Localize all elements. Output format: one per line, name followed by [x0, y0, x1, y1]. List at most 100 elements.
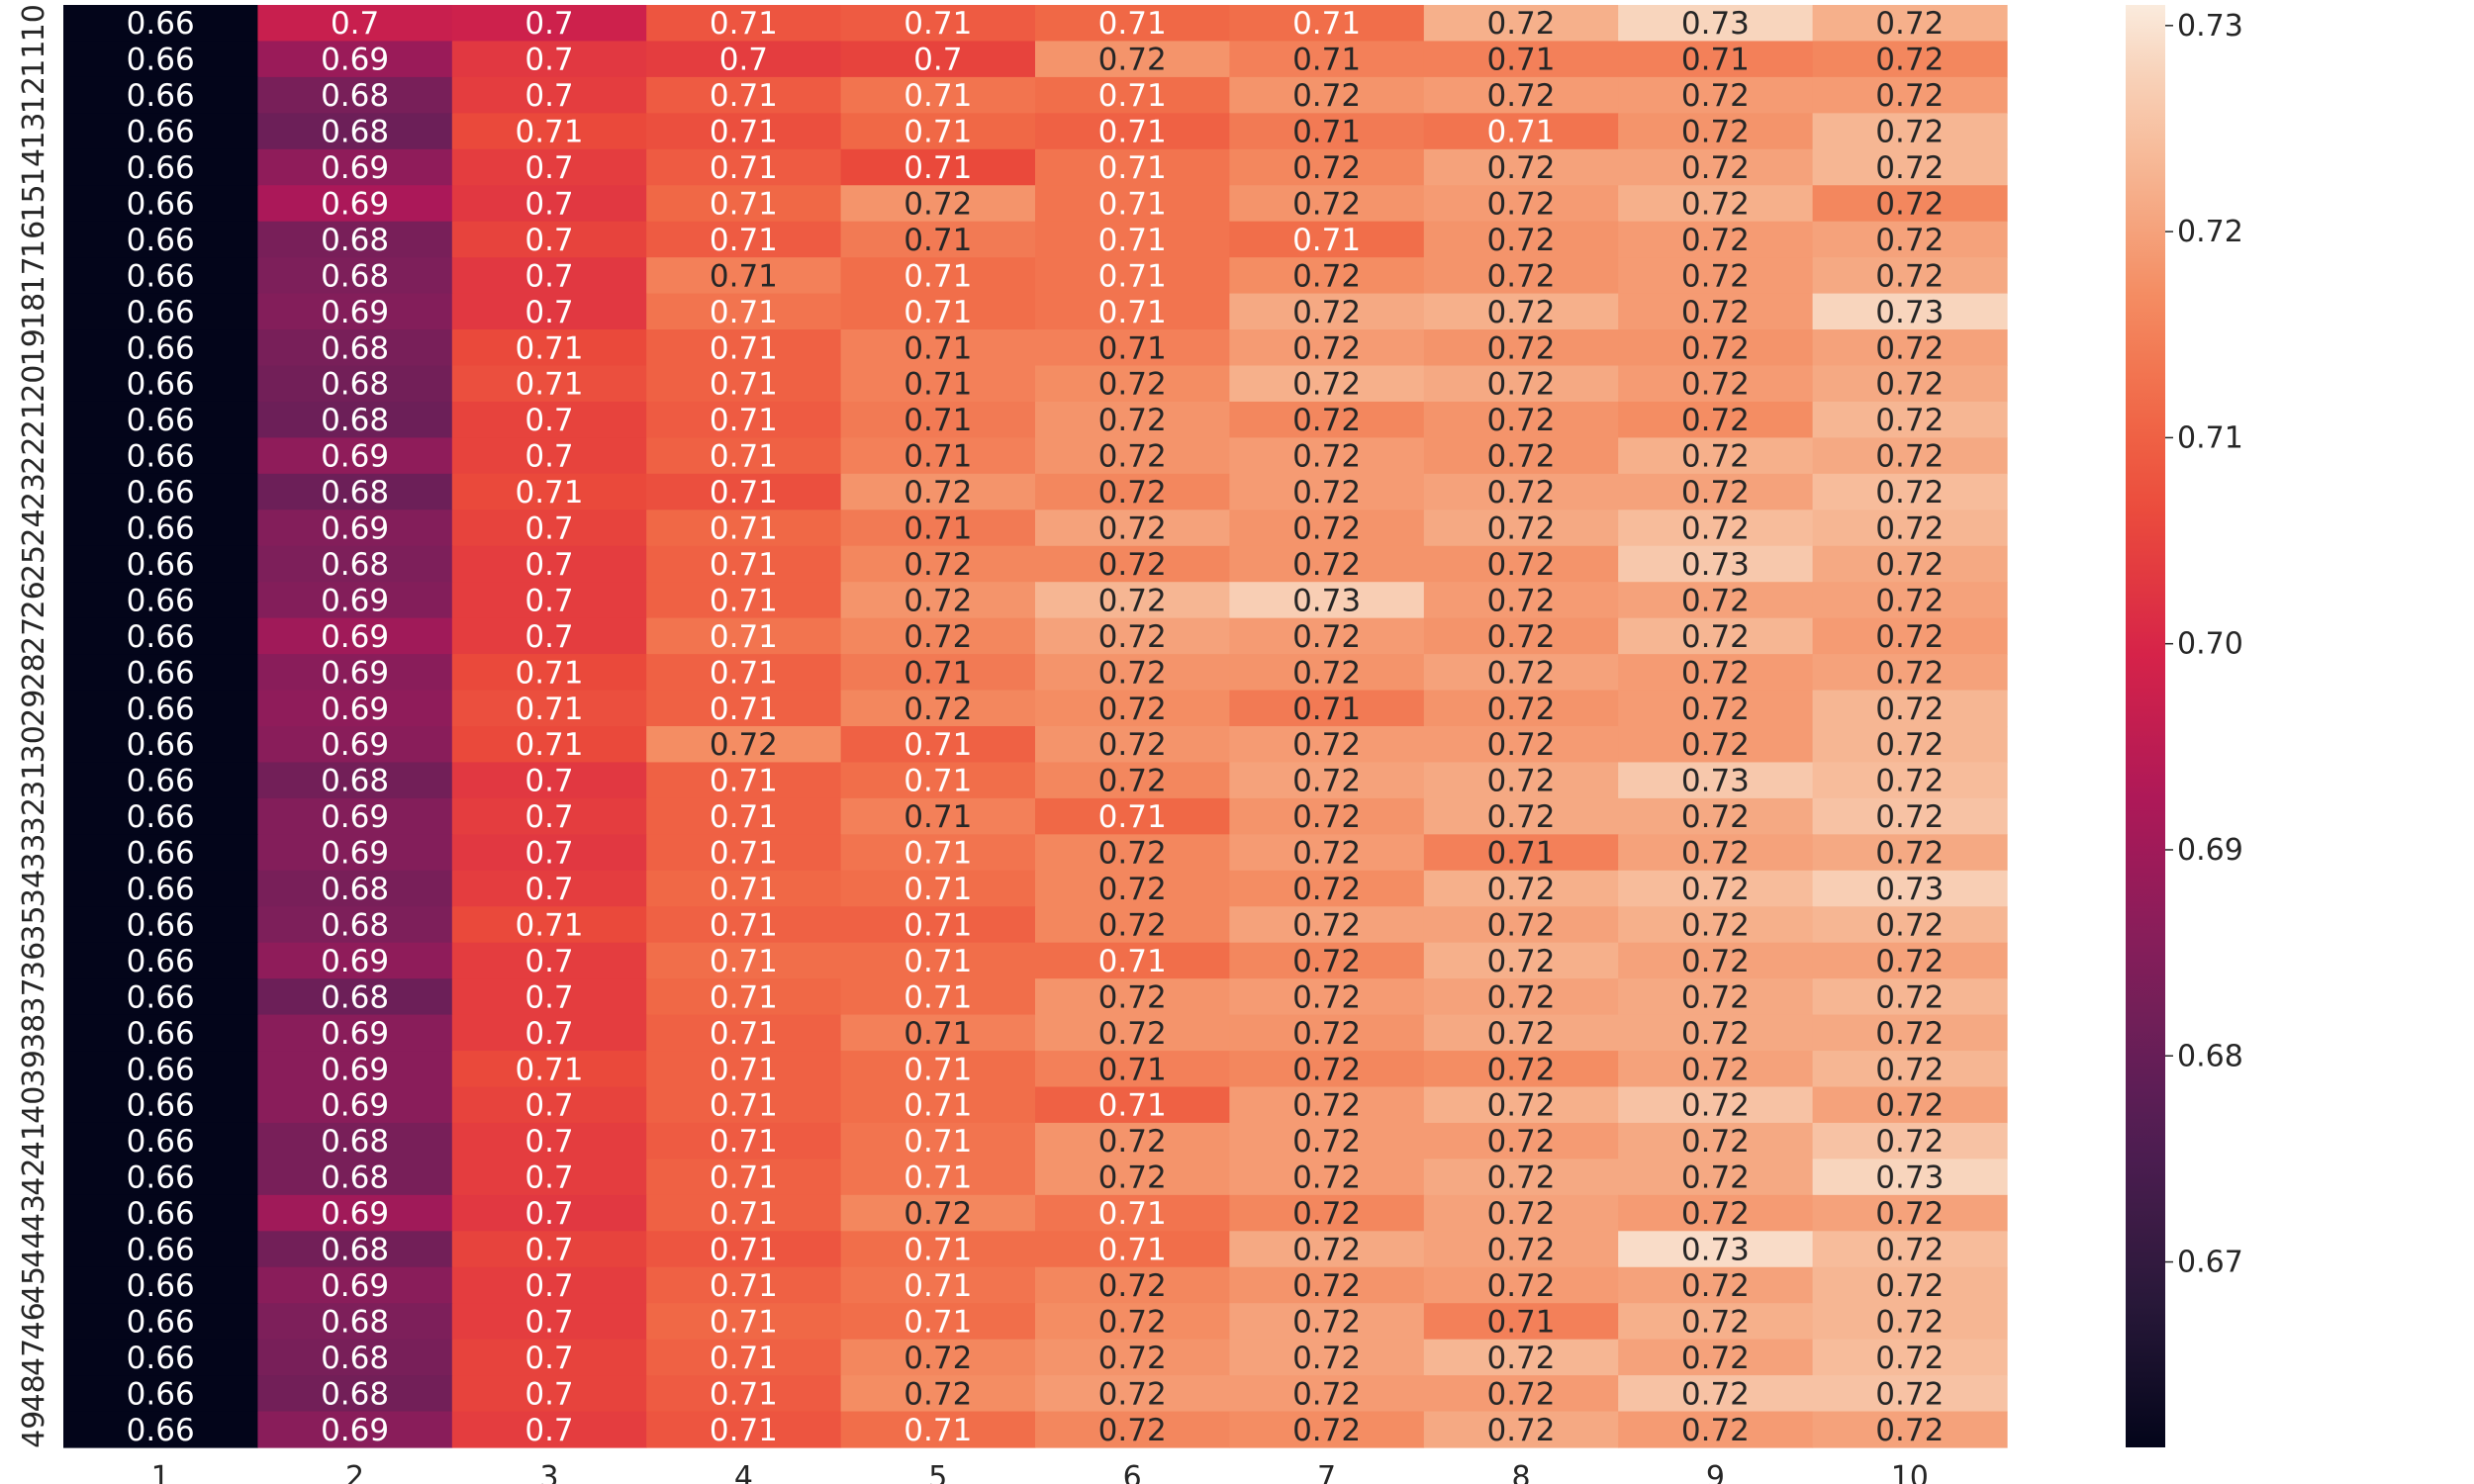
heatmap-cell	[1618, 437, 1814, 475]
heatmap-cell	[1035, 5, 1230, 43]
cell-value-label: 0.72	[1486, 258, 1555, 294]
cell-value-label: 0.72	[1486, 583, 1555, 618]
heatmap-cell	[63, 329, 258, 367]
cell-value-label: 0.71	[710, 403, 778, 438]
heatmap-cell	[1812, 545, 2008, 583]
cell-value-label: 0.72	[1681, 258, 1750, 294]
cell-value-label: 0.71	[710, 836, 778, 872]
cell-value-label: 0.69	[321, 583, 389, 618]
heatmap-cell	[1423, 1303, 1619, 1341]
cell-value-label: 0.72	[1098, 439, 1167, 475]
cell-value-label: 0.69	[321, 1016, 389, 1052]
cell-value-label: 0.71	[904, 836, 972, 872]
heatmap-cell	[63, 185, 258, 223]
heatmap-cell	[1035, 510, 1230, 547]
cell-value-label: 0.7	[524, 1016, 573, 1052]
cell-value-label: 0.69	[321, 727, 389, 763]
cell-value-label: 0.71	[710, 1124, 778, 1159]
cell-value-label: 0.71	[710, 1376, 778, 1412]
heatmap-cell	[1812, 762, 2008, 799]
cell-value-label: 0.71	[1098, 799, 1167, 835]
heatmap-cell	[1618, 1014, 1814, 1052]
heatmap-cell	[1423, 473, 1619, 510]
cell-value-label: 0.73	[1875, 1160, 1944, 1196]
cell-value-label: 0.72	[1292, 655, 1361, 691]
heatmap-cell	[1035, 1266, 1230, 1304]
heatmap-cell	[1618, 978, 1814, 1016]
heatmap-cell	[646, 834, 842, 872]
cell-value-label: 0.66	[127, 979, 195, 1015]
cell-value-label: 0.72	[1681, 1341, 1750, 1376]
heatmap-cell	[1035, 617, 1230, 655]
cell-value-label: 0.66	[127, 1160, 195, 1196]
heatmap-cell	[257, 76, 453, 114]
heatmap-cell	[840, 76, 1036, 114]
cell-value-label: 0.72	[1681, 692, 1750, 727]
cell-value-label: 0.71	[904, 1304, 972, 1340]
cell-value-label: 0.72	[1098, 836, 1167, 872]
cell-value-label: 0.7	[524, 872, 573, 907]
cell-value-label: 0.71	[1098, 330, 1167, 366]
cell-value-label: 0.71	[1292, 6, 1361, 42]
heatmap-cell	[646, 76, 842, 114]
y-tick-label: 20	[17, 365, 51, 403]
heatmap-cell	[1035, 1194, 1230, 1232]
heatmap-cell	[1812, 1303, 2008, 1341]
cell-value-label: 0.71	[1098, 1052, 1167, 1087]
cell-value-label: 0.66	[127, 1052, 195, 1087]
x-tick-label: 8	[1511, 1460, 1530, 1484]
heatmap-cell	[1812, 1051, 2008, 1088]
heatmap-cell	[63, 834, 258, 872]
heatmap-cell	[646, 41, 842, 78]
cell-value-label: 0.69	[321, 439, 389, 475]
cell-value-label: 0.72	[1486, 511, 1555, 547]
cell-value-label: 0.71	[710, 944, 778, 979]
cell-value-label: 0.71	[710, 78, 778, 114]
heatmap-cell	[840, 437, 1036, 475]
heatmap-cell	[1035, 762, 1230, 799]
heatmap-cell	[1035, 365, 1230, 403]
heatmap-cell	[1229, 582, 1425, 619]
heatmap-cell	[63, 726, 258, 764]
heatmap-cell	[257, 1051, 453, 1088]
heatmap-cell	[1618, 870, 1814, 907]
cell-value-label: 0.72	[1681, 1413, 1750, 1448]
cell-value-label: 0.72	[1098, 511, 1167, 547]
heatmap-cell	[63, 617, 258, 655]
cell-value-label: 0.71	[904, 979, 972, 1015]
heatmap-cell	[840, 1303, 1036, 1341]
x-tick-label: 4	[734, 1460, 753, 1484]
cell-value-label: 0.66	[127, 43, 195, 78]
cell-value-label: 0.72	[904, 1376, 972, 1412]
heatmap-cell	[1423, 329, 1619, 367]
cell-value-label: 0.73	[1875, 872, 1944, 907]
heatmap-cell	[1229, 510, 1425, 547]
heatmap-cell	[63, 1014, 258, 1052]
cell-value-label: 0.71	[710, 330, 778, 366]
cell-value-label: 0.71	[904, 150, 972, 186]
cell-value-label: 0.71	[904, 439, 972, 475]
heatmap-cell	[1423, 545, 1619, 583]
x-tick-label: 9	[1706, 1460, 1725, 1484]
y-tick-label: 34	[17, 870, 51, 907]
cell-value-label: 0.72	[904, 583, 972, 618]
heatmap-cell	[451, 834, 647, 872]
cell-value-label: 0.68	[321, 475, 389, 510]
heatmap-cell	[257, 1375, 453, 1413]
cell-value-label: 0.72	[1292, 836, 1361, 872]
cell-value-label: 0.71	[710, 1196, 778, 1232]
heatmap-cell	[1035, 1086, 1230, 1124]
heatmap-cell	[1035, 41, 1230, 78]
y-tick-label: 30	[17, 725, 51, 763]
heatmap-cell	[1423, 762, 1619, 799]
heatmap-cell	[1229, 41, 1425, 78]
cell-value-label: 0.72	[1486, 1124, 1555, 1159]
heatmap-cell	[1423, 437, 1619, 475]
cell-value-label: 0.73	[1681, 6, 1750, 42]
heatmap-cell	[257, 726, 453, 764]
heatmap-cell	[257, 41, 453, 78]
heatmap-cell	[63, 654, 258, 692]
heatmap-cell	[1423, 906, 1619, 944]
cell-value-label: 0.68	[321, 1160, 389, 1196]
